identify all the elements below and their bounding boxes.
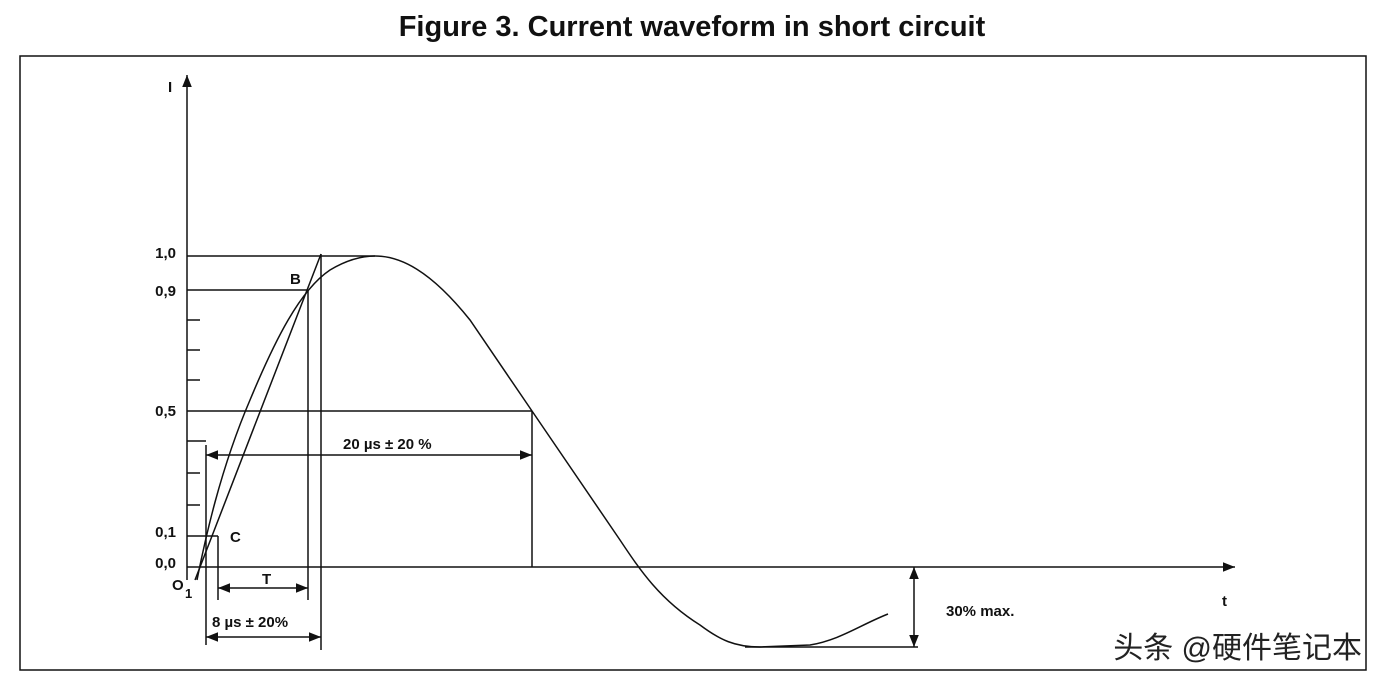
point-label: C — [230, 529, 241, 546]
dimension-label: T — [262, 571, 271, 588]
level-label: 0,1 — [155, 524, 176, 541]
point-label: B — [290, 271, 301, 288]
dimension-label: 30% max. — [946, 603, 1014, 620]
dimension-label: 20 µs ± 20 % — [343, 436, 432, 453]
dimension-arrows — [206, 450, 919, 647]
level-lines — [187, 255, 532, 537]
x-label: t — [1222, 593, 1227, 610]
verticals — [205, 254, 918, 650]
y-label: I — [168, 79, 172, 96]
front-line — [194, 253, 322, 581]
level-label: 0,5 — [155, 403, 176, 420]
frame — [19, 55, 1367, 671]
point-label: O — [172, 577, 184, 594]
point-subscript: 1 — [185, 586, 192, 601]
dimension-label: 8 µs ± 20% — [212, 614, 288, 631]
axes — [182, 75, 1235, 580]
title: Figure 3. Current waveform in short circ… — [399, 11, 986, 43]
waveform — [196, 255, 889, 648]
watermark: 头条 @硬件笔记本 — [1113, 632, 1362, 665]
level-label: 0,9 — [155, 283, 176, 300]
level-label: 0,0 — [155, 555, 176, 572]
level-label: 1,0 — [155, 245, 176, 262]
